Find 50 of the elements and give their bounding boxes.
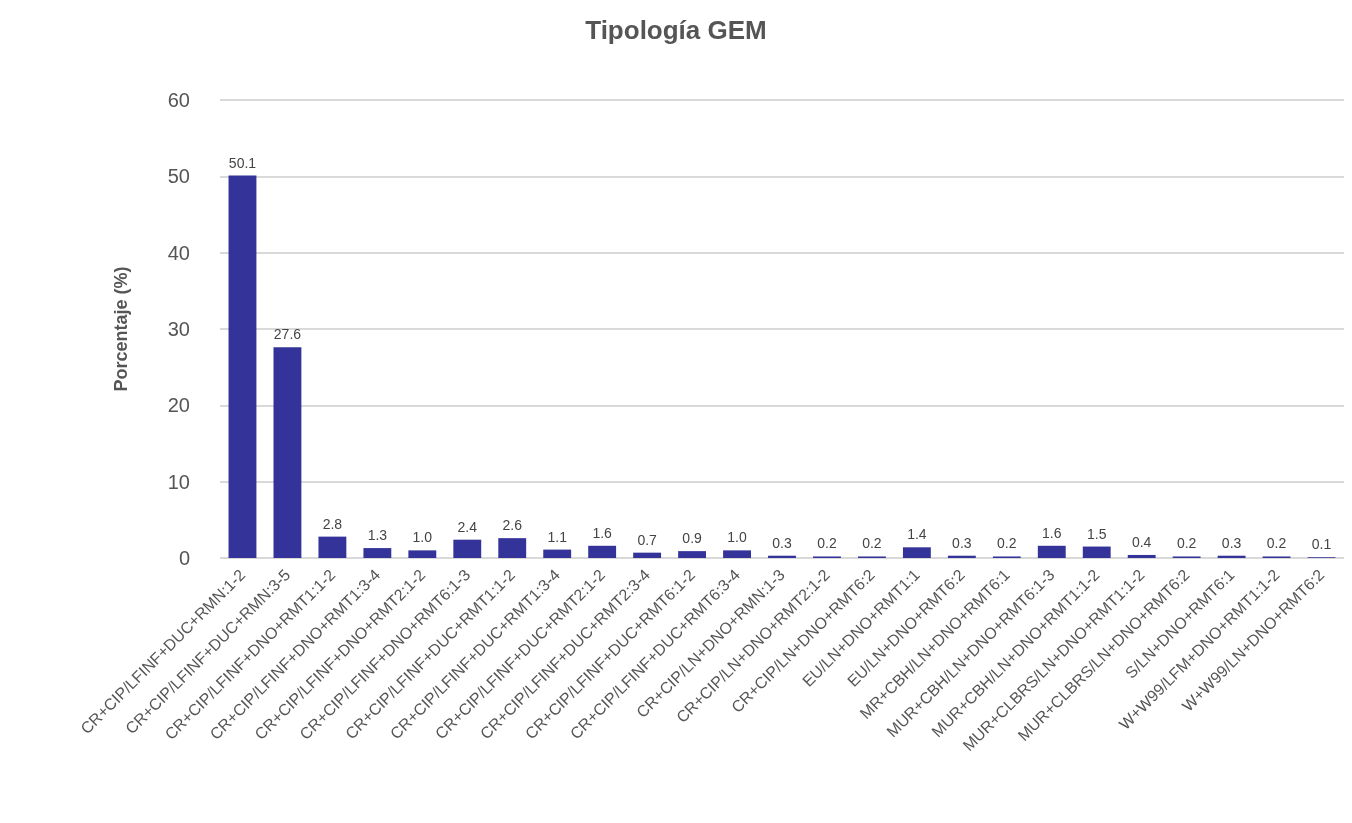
bar (408, 550, 437, 558)
y-tick-label: 30 (167, 318, 190, 340)
bar (318, 536, 347, 558)
bar (1037, 545, 1066, 558)
y-tick-label: 60 (167, 89, 190, 111)
bar (678, 551, 707, 558)
data-label: 1.6 (592, 524, 613, 541)
bar (588, 545, 617, 558)
data-label: 1.0 (412, 529, 433, 546)
chart-title: Tipología GEM (585, 15, 767, 45)
data-label: 0.2 (997, 535, 1017, 552)
data-label: 0.2 (862, 535, 882, 552)
data-label: 2.4 (457, 518, 478, 535)
y-tick-label: 0 (178, 547, 190, 569)
bar (543, 549, 572, 558)
data-label: 1.5 (1086, 525, 1107, 542)
bar (1127, 554, 1156, 558)
bar (228, 175, 257, 558)
bar (273, 347, 302, 558)
bar (498, 538, 527, 558)
data-label: 0.1 (1311, 536, 1332, 553)
data-label: 1.0 (727, 529, 747, 546)
data-label: 0.2 (1176, 535, 1197, 552)
data-label: 0.4 (1131, 533, 1152, 550)
y-tick-label: 10 (167, 470, 190, 493)
y-axis-title: Porcentaje (%) (111, 266, 131, 392)
data-label: 0.2 (1266, 535, 1287, 552)
y-tick-label: 20 (167, 394, 190, 417)
data-label: 0.2 (817, 535, 837, 552)
bar (723, 550, 751, 558)
bar (633, 552, 662, 558)
data-label: 0.3 (952, 534, 972, 551)
bar (363, 548, 392, 558)
data-label: 2.6 (502, 517, 523, 534)
data-label: 0.3 (772, 534, 792, 551)
bar (1082, 546, 1111, 558)
bar (902, 547, 931, 558)
data-label: 0.7 (637, 531, 658, 548)
data-label: 1.4 (907, 526, 927, 543)
y-tick-label: 40 (167, 241, 190, 264)
data-label: 0.9 (682, 530, 703, 547)
data-label: 1.6 (1042, 524, 1062, 541)
data-label: 1.1 (547, 528, 568, 545)
data-label: 50.1 (228, 154, 257, 171)
data-label: 27.6 (273, 326, 302, 343)
data-label: 2.8 (322, 515, 343, 532)
bar (453, 539, 482, 558)
y-tick-label: 50 (167, 165, 190, 188)
data-label: 0.3 (1221, 534, 1242, 551)
data-label: 1.3 (367, 527, 388, 544)
